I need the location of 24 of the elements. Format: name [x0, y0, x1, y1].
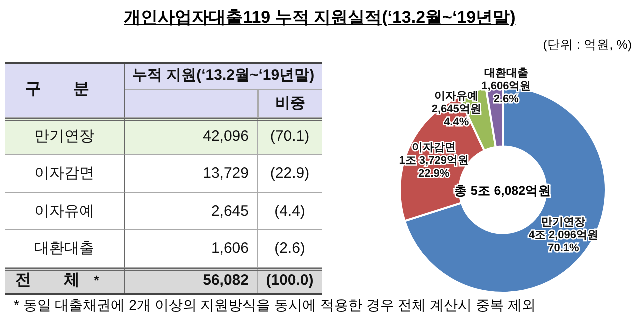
slice-label: 이자감면	[412, 142, 456, 154]
text: 56,082	[125, 268, 258, 294]
text: 13,729	[125, 155, 258, 193]
text: (22.9)	[258, 155, 322, 193]
data-label: 2,645억원 4.4%	[432, 103, 482, 128]
text: (단위 : 억원, %)	[543, 37, 632, 54]
text: (2.6)	[258, 230, 322, 268]
text: (70.1)	[258, 118, 322, 155]
slice-label: 만기연장	[542, 216, 586, 228]
text: 개인사업자대출119 누적 지원실적(‘13.2월~‘19년말)	[123, 7, 517, 29]
text: 이자유예	[5, 193, 125, 230]
text: 42,096	[125, 118, 258, 155]
text: 대환대출	[5, 230, 125, 268]
text: 만기연장	[5, 118, 125, 155]
text: (100.0)	[258, 268, 322, 294]
slice-label: 대환대출	[484, 67, 528, 80]
text: 이자감면	[5, 155, 125, 193]
text: 비중	[258, 90, 322, 118]
text: 누적 지원(‘13.2월~‘19년말)	[125, 62, 322, 90]
text: * 동일 대출채권에 2개 이상의 지원방식을 동시에 적용한 경우 전체 계산시 중복 제외	[14, 297, 536, 315]
text: 2,645	[125, 193, 258, 230]
text: 1,606	[125, 230, 258, 268]
text: (4.4)	[258, 193, 322, 230]
text: 구 분	[5, 62, 125, 118]
